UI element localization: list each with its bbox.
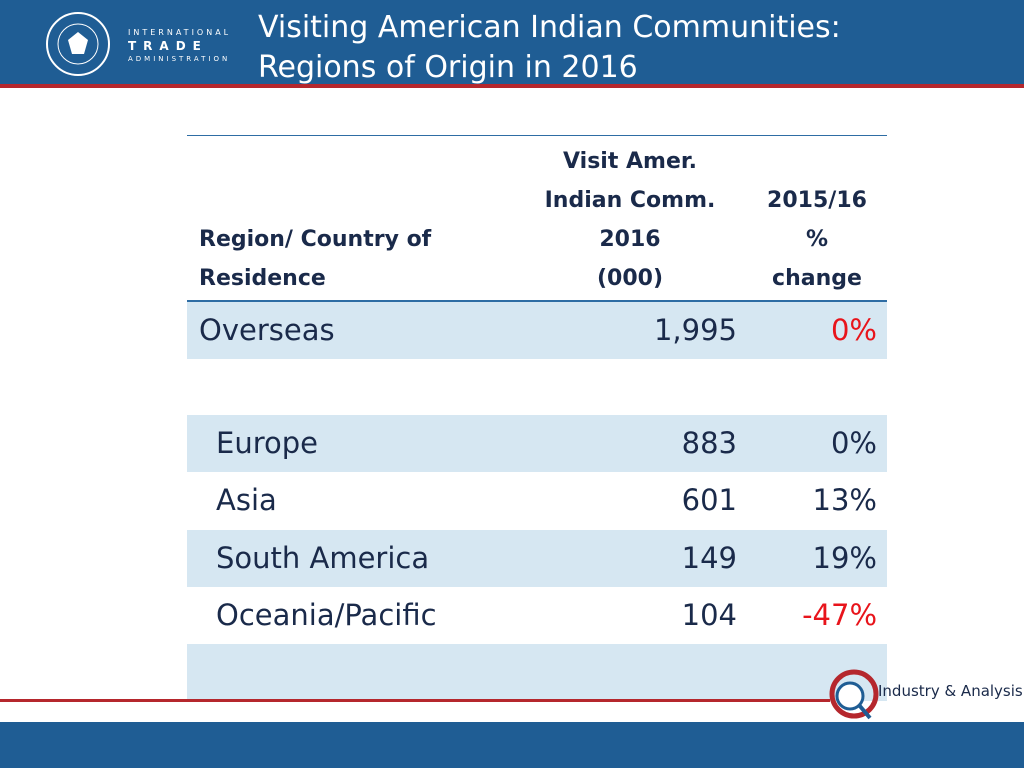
title-line: Regions of Origin in 2016 — [258, 50, 638, 85]
column-header: Residence — [199, 266, 326, 291]
header-rule — [0, 84, 1024, 88]
column-header: Indian Comm. — [544, 188, 716, 213]
row-label: Asia — [216, 483, 277, 517]
change: 0% — [830, 426, 877, 460]
seal — [46, 12, 110, 76]
row-band — [187, 644, 887, 701]
footer-band — [0, 722, 1024, 768]
visits: 883 — [681, 426, 737, 460]
visits: 149 — [681, 541, 737, 575]
change: 19% — [812, 541, 877, 575]
logo-line: INTERNATIONAL — [128, 28, 232, 37]
row-band — [187, 530, 887, 587]
column-header: change — [772, 266, 862, 291]
brand: Industry & Analysis — [878, 682, 1023, 700]
column-header: 2016 — [599, 227, 661, 252]
logo-line: TRADE — [128, 39, 208, 53]
change: 13% — [812, 483, 877, 517]
column-header: 2015/16 — [767, 188, 867, 213]
row-band — [187, 415, 887, 472]
visits: 104 — [681, 598, 737, 632]
row-label: Oceania/Pacific — [216, 598, 437, 632]
title-line: Visiting American Indian Communities: — [258, 10, 841, 45]
row-label: Overseas — [199, 313, 335, 347]
column-header: % — [805, 227, 829, 252]
brand-icon — [829, 669, 879, 720]
column-header: Region/ Country of — [199, 227, 432, 252]
change: -47% — [802, 598, 877, 632]
column-header: Visit Amer. — [563, 149, 697, 174]
header-rule — [187, 300, 887, 302]
visits: 601 — [681, 483, 737, 517]
table-top-rule — [187, 135, 887, 136]
title: Visiting American Indian Communities: Re… — [258, 8, 841, 88]
logo-line: ADMINISTRATION — [128, 55, 231, 63]
visits: 1,995 — [653, 313, 737, 347]
column-header: (000) — [596, 266, 664, 291]
row-label: South America — [216, 541, 430, 575]
row-band — [187, 302, 887, 359]
change: 0% — [830, 313, 877, 347]
header-band — [0, 0, 1024, 84]
row-label: Europe — [216, 426, 318, 460]
footer-rule — [0, 699, 830, 702]
